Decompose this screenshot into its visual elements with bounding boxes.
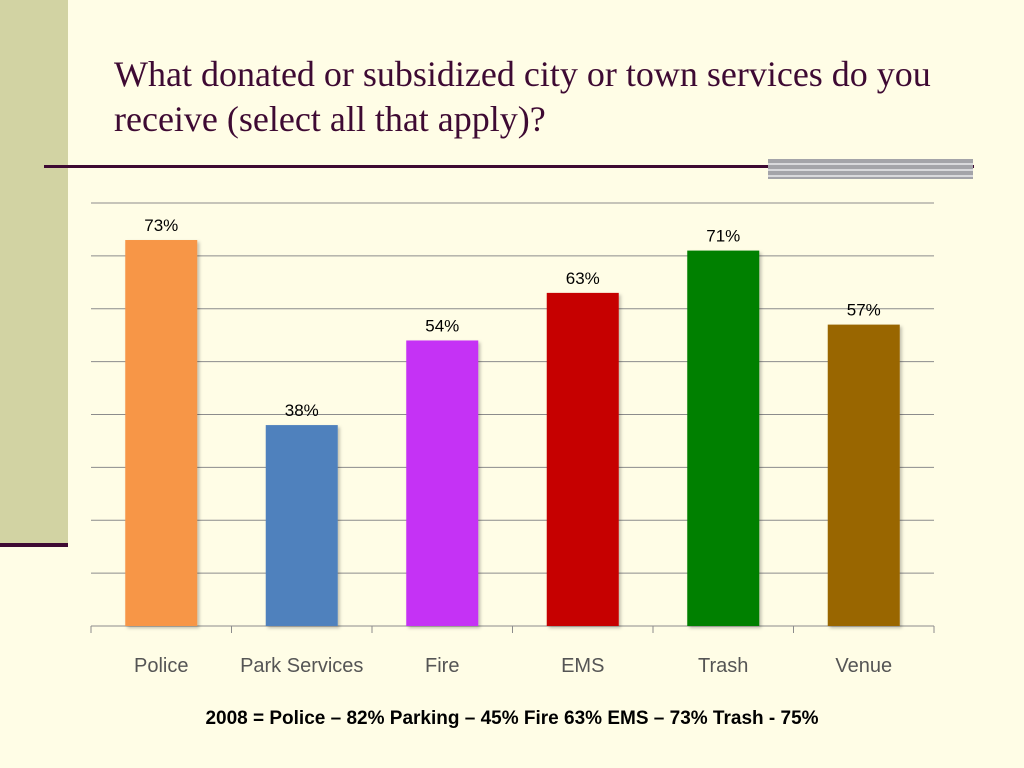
bar-police bbox=[125, 240, 198, 626]
bar-fire bbox=[406, 340, 479, 626]
slide-title: What donated or subsidized city or town … bbox=[114, 54, 931, 139]
category-label-park-services: Park Services bbox=[240, 655, 363, 677]
category-label-fire: Fire bbox=[425, 655, 459, 677]
side-panel bbox=[0, 0, 68, 545]
category-label-trash: Trash bbox=[698, 655, 748, 677]
data-labels: 73% 38% 54% 63% 71% 57% bbox=[144, 216, 881, 420]
data-label-park-services: 38% bbox=[285, 401, 319, 420]
bar-trash bbox=[687, 250, 760, 626]
data-label-fire: 54% bbox=[425, 316, 459, 335]
bars bbox=[125, 240, 900, 626]
category-label-venue: Venue bbox=[835, 655, 892, 677]
x-axis: Police Park Services Fire EMS Trash Venue bbox=[90, 626, 935, 677]
category-label-police: Police bbox=[134, 655, 188, 677]
data-label-ems: 63% bbox=[566, 269, 600, 288]
category-label-ems: EMS bbox=[561, 655, 604, 677]
data-label-venue: 57% bbox=[847, 301, 881, 320]
title-rule bbox=[44, 165, 974, 168]
bar-ems bbox=[546, 292, 619, 626]
bar-chart: 73% 38% 54% 63% 71% 57% Police Park Services Fi… bbox=[90, 202, 935, 677]
gridlines bbox=[91, 202, 934, 627]
bar-park-services bbox=[265, 425, 338, 626]
bar-venue bbox=[827, 324, 900, 626]
accent-block bbox=[768, 159, 973, 179]
data-label-trash: 71% bbox=[706, 227, 740, 246]
data-label-police: 73% bbox=[144, 216, 178, 235]
footnote: 2008 = Police – 82% Parking – 45% Fire 6… bbox=[205, 708, 819, 729]
side-rule bbox=[0, 543, 68, 547]
